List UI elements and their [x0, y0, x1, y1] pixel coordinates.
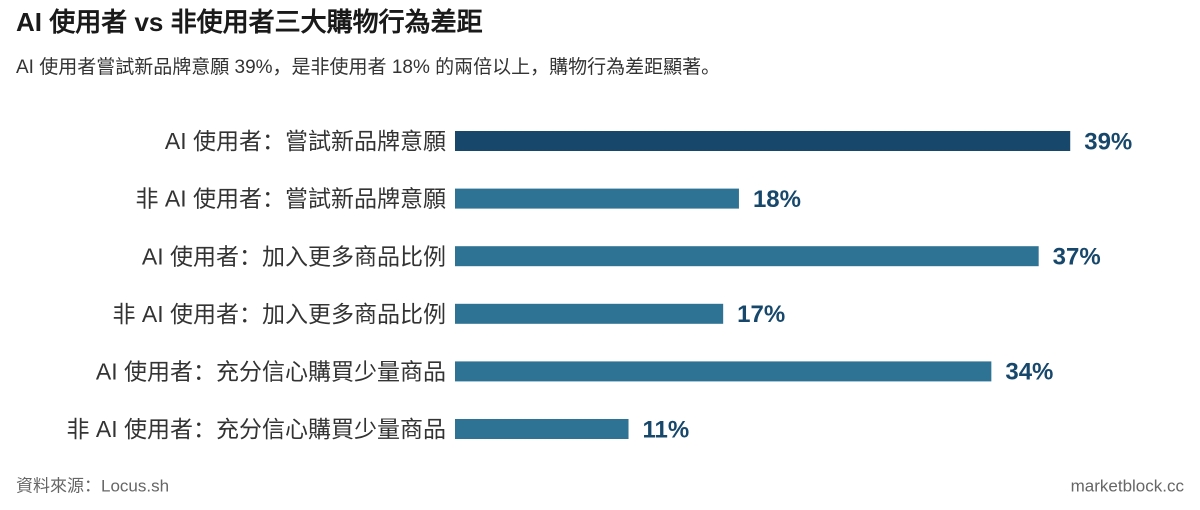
category-label: 非 AI 使用者：充分信心購買少量商品	[66, 416, 446, 442]
bar	[455, 188, 739, 209]
credit: marketblock.cc	[1071, 476, 1185, 495]
bar	[455, 246, 1039, 267]
value-label: 37%	[1053, 244, 1101, 271]
source: 資料來源：Locus.sh	[16, 476, 169, 495]
value-label: 17%	[737, 301, 785, 328]
value-label: 11%	[643, 416, 690, 443]
value-label: 34%	[1005, 359, 1053, 386]
value-label: 39%	[1084, 128, 1132, 155]
bar	[455, 419, 629, 439]
bar	[455, 303, 724, 324]
category-label: AI 使用者：充分信心購買少量商品	[96, 358, 446, 384]
category-label: AI 使用者：加入更多商品比例	[142, 243, 446, 269]
category-label: AI 使用者：嘗試新品牌意願	[165, 128, 446, 154]
bar	[455, 361, 992, 382]
chart-subtitle: AI 使用者嘗試新品牌意願 39%，是非使用者 18% 的兩倍以上，購物行為差距…	[16, 56, 720, 78]
category-label: 非 AI 使用者：嘗試新品牌意願	[135, 186, 446, 212]
category-label: 非 AI 使用者：加入更多商品比例	[112, 301, 446, 327]
bar	[455, 131, 1071, 151]
value-label: 18%	[753, 186, 801, 213]
chart-title: AI 使用者 vs 非使用者三大購物行為差距	[16, 7, 483, 37]
